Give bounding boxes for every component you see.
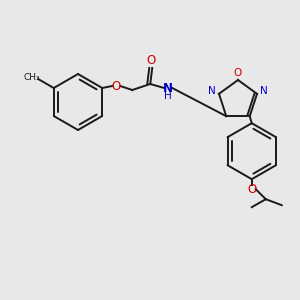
- Text: H: H: [164, 91, 172, 101]
- Text: O: O: [112, 80, 121, 92]
- Text: N: N: [260, 86, 268, 96]
- Text: O: O: [147, 53, 156, 67]
- Text: O: O: [234, 68, 242, 78]
- Text: O: O: [247, 183, 256, 196]
- Text: N: N: [163, 82, 173, 94]
- Text: CH₃: CH₃: [24, 73, 40, 82]
- Text: N: N: [208, 86, 216, 96]
